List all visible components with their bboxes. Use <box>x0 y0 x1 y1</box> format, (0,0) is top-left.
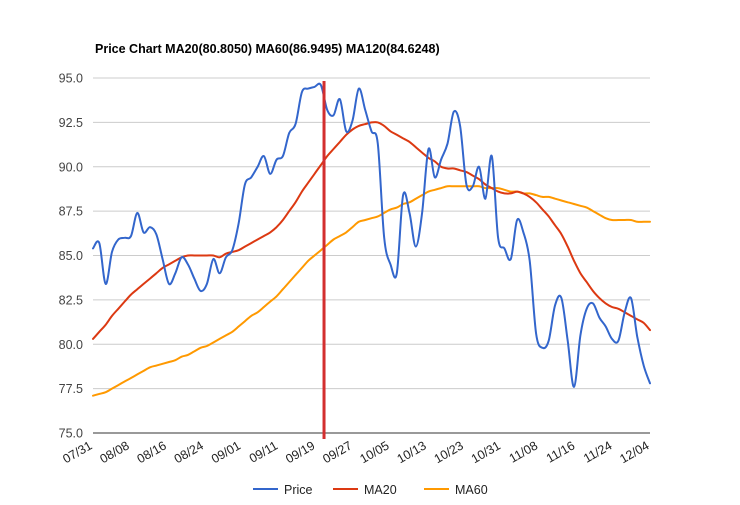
x-tick-label: 12/04 <box>617 438 651 466</box>
y-tick-label: 92.5 <box>59 116 83 130</box>
x-tick-label: 08/24 <box>172 438 206 466</box>
y-tick-label: 77.5 <box>59 382 83 396</box>
x-tick-label: 10/31 <box>469 438 503 466</box>
legend-label-ma20: MA20 <box>364 483 397 497</box>
legend-label-ma60: MA60 <box>455 483 488 497</box>
x-tick-label: 09/19 <box>283 438 317 466</box>
x-tick-label: 09/11 <box>247 438 280 465</box>
y-tick-label: 80.0 <box>59 338 83 352</box>
chart-title: Price Chart MA20(80.8050) MA60(86.9495) … <box>95 42 440 56</box>
x-tick-label: 09/01 <box>209 438 243 466</box>
x-tick-label: 08/16 <box>135 438 169 466</box>
x-tick-label: 07/31 <box>60 438 94 466</box>
y-tick-label: 75.0 <box>59 427 83 441</box>
x-tick-label: 10/23 <box>432 438 466 466</box>
x-tick-label: 09/27 <box>320 438 354 466</box>
series-lines <box>92 82 651 397</box>
y-tick-label: 90.0 <box>59 160 83 174</box>
y-tick-label: 82.5 <box>59 293 83 307</box>
y-tick-label: 87.5 <box>59 205 83 219</box>
x-tick-label: 11/16 <box>544 438 577 465</box>
y-tick-label: 85.0 <box>59 249 83 263</box>
x-tick-label: 08/08 <box>98 438 132 466</box>
legend-label-price: Price <box>284 483 313 497</box>
x-tick-label: 11/08 <box>507 438 540 465</box>
series-line-ma20 <box>92 121 651 340</box>
x-axis: 07/31 08/08 08/16 08/24 09/01 09/11 09/19 09/27… <box>60 438 651 466</box>
y-tick-label: 95.0 <box>59 72 83 86</box>
x-tick-label: 11/24 <box>581 438 614 465</box>
legend: Price MA20 MA60 <box>253 483 488 497</box>
series-line-ma60 <box>92 185 651 397</box>
x-tick-label: 10/13 <box>395 438 429 466</box>
x-tick-label: 10/05 <box>357 438 391 466</box>
y-axis: 75.0 77.5 80.0 82.5 85.0 87.5 90.0 92.5 95.0 <box>59 72 83 441</box>
series-line-price <box>92 82 651 388</box>
